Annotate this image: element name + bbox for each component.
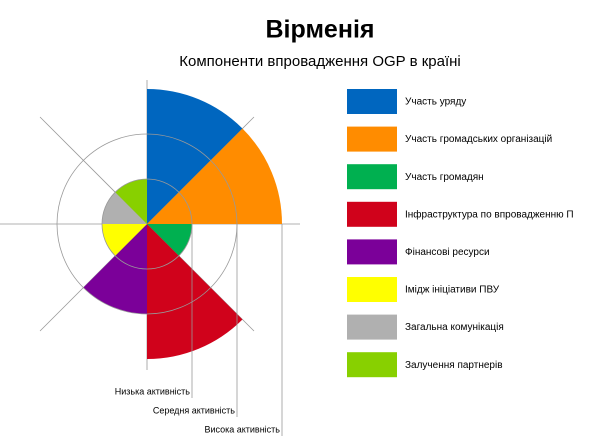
legend-label: Залучення партнерів: [405, 360, 503, 371]
legend-label: Загальна комунікація: [405, 322, 504, 333]
legend-label: Участь уряду: [405, 97, 466, 108]
r-tick-label: Висока активність: [204, 424, 280, 434]
legend-swatch: [347, 201, 397, 227]
r-tick-label: Низька активність: [115, 386, 191, 396]
r-tick-label: Середня активність: [153, 405, 235, 415]
sector: [115, 179, 147, 224]
legend-label: Імідж ініціативи ПВУ: [405, 285, 500, 296]
legend-swatch: [347, 277, 397, 302]
sector: [147, 89, 243, 224]
sector: [147, 128, 282, 224]
legend-label: Участь громадян: [405, 172, 484, 183]
legend-label: Участь громадських організацій: [405, 134, 552, 145]
legend-label: Інфраструктура по впровадженню П: [405, 208, 574, 220]
legend-swatch: [347, 352, 397, 378]
chart-title: Вірменія: [266, 16, 375, 44]
legend-swatch: [347, 89, 397, 114]
legend-swatch: [347, 314, 397, 340]
legend-swatch: [347, 239, 397, 265]
legend-swatch: [347, 126, 397, 152]
chart-subtitle: Компоненти впровадження OGP в країні: [179, 53, 461, 70]
sector: [147, 224, 192, 256]
sector: [83, 224, 147, 314]
legend-label: Фінансові ресурси: [405, 247, 490, 258]
sector: [147, 224, 243, 359]
sector: [102, 192, 147, 224]
legend-swatch: [347, 164, 397, 190]
sector: [102, 224, 147, 256]
